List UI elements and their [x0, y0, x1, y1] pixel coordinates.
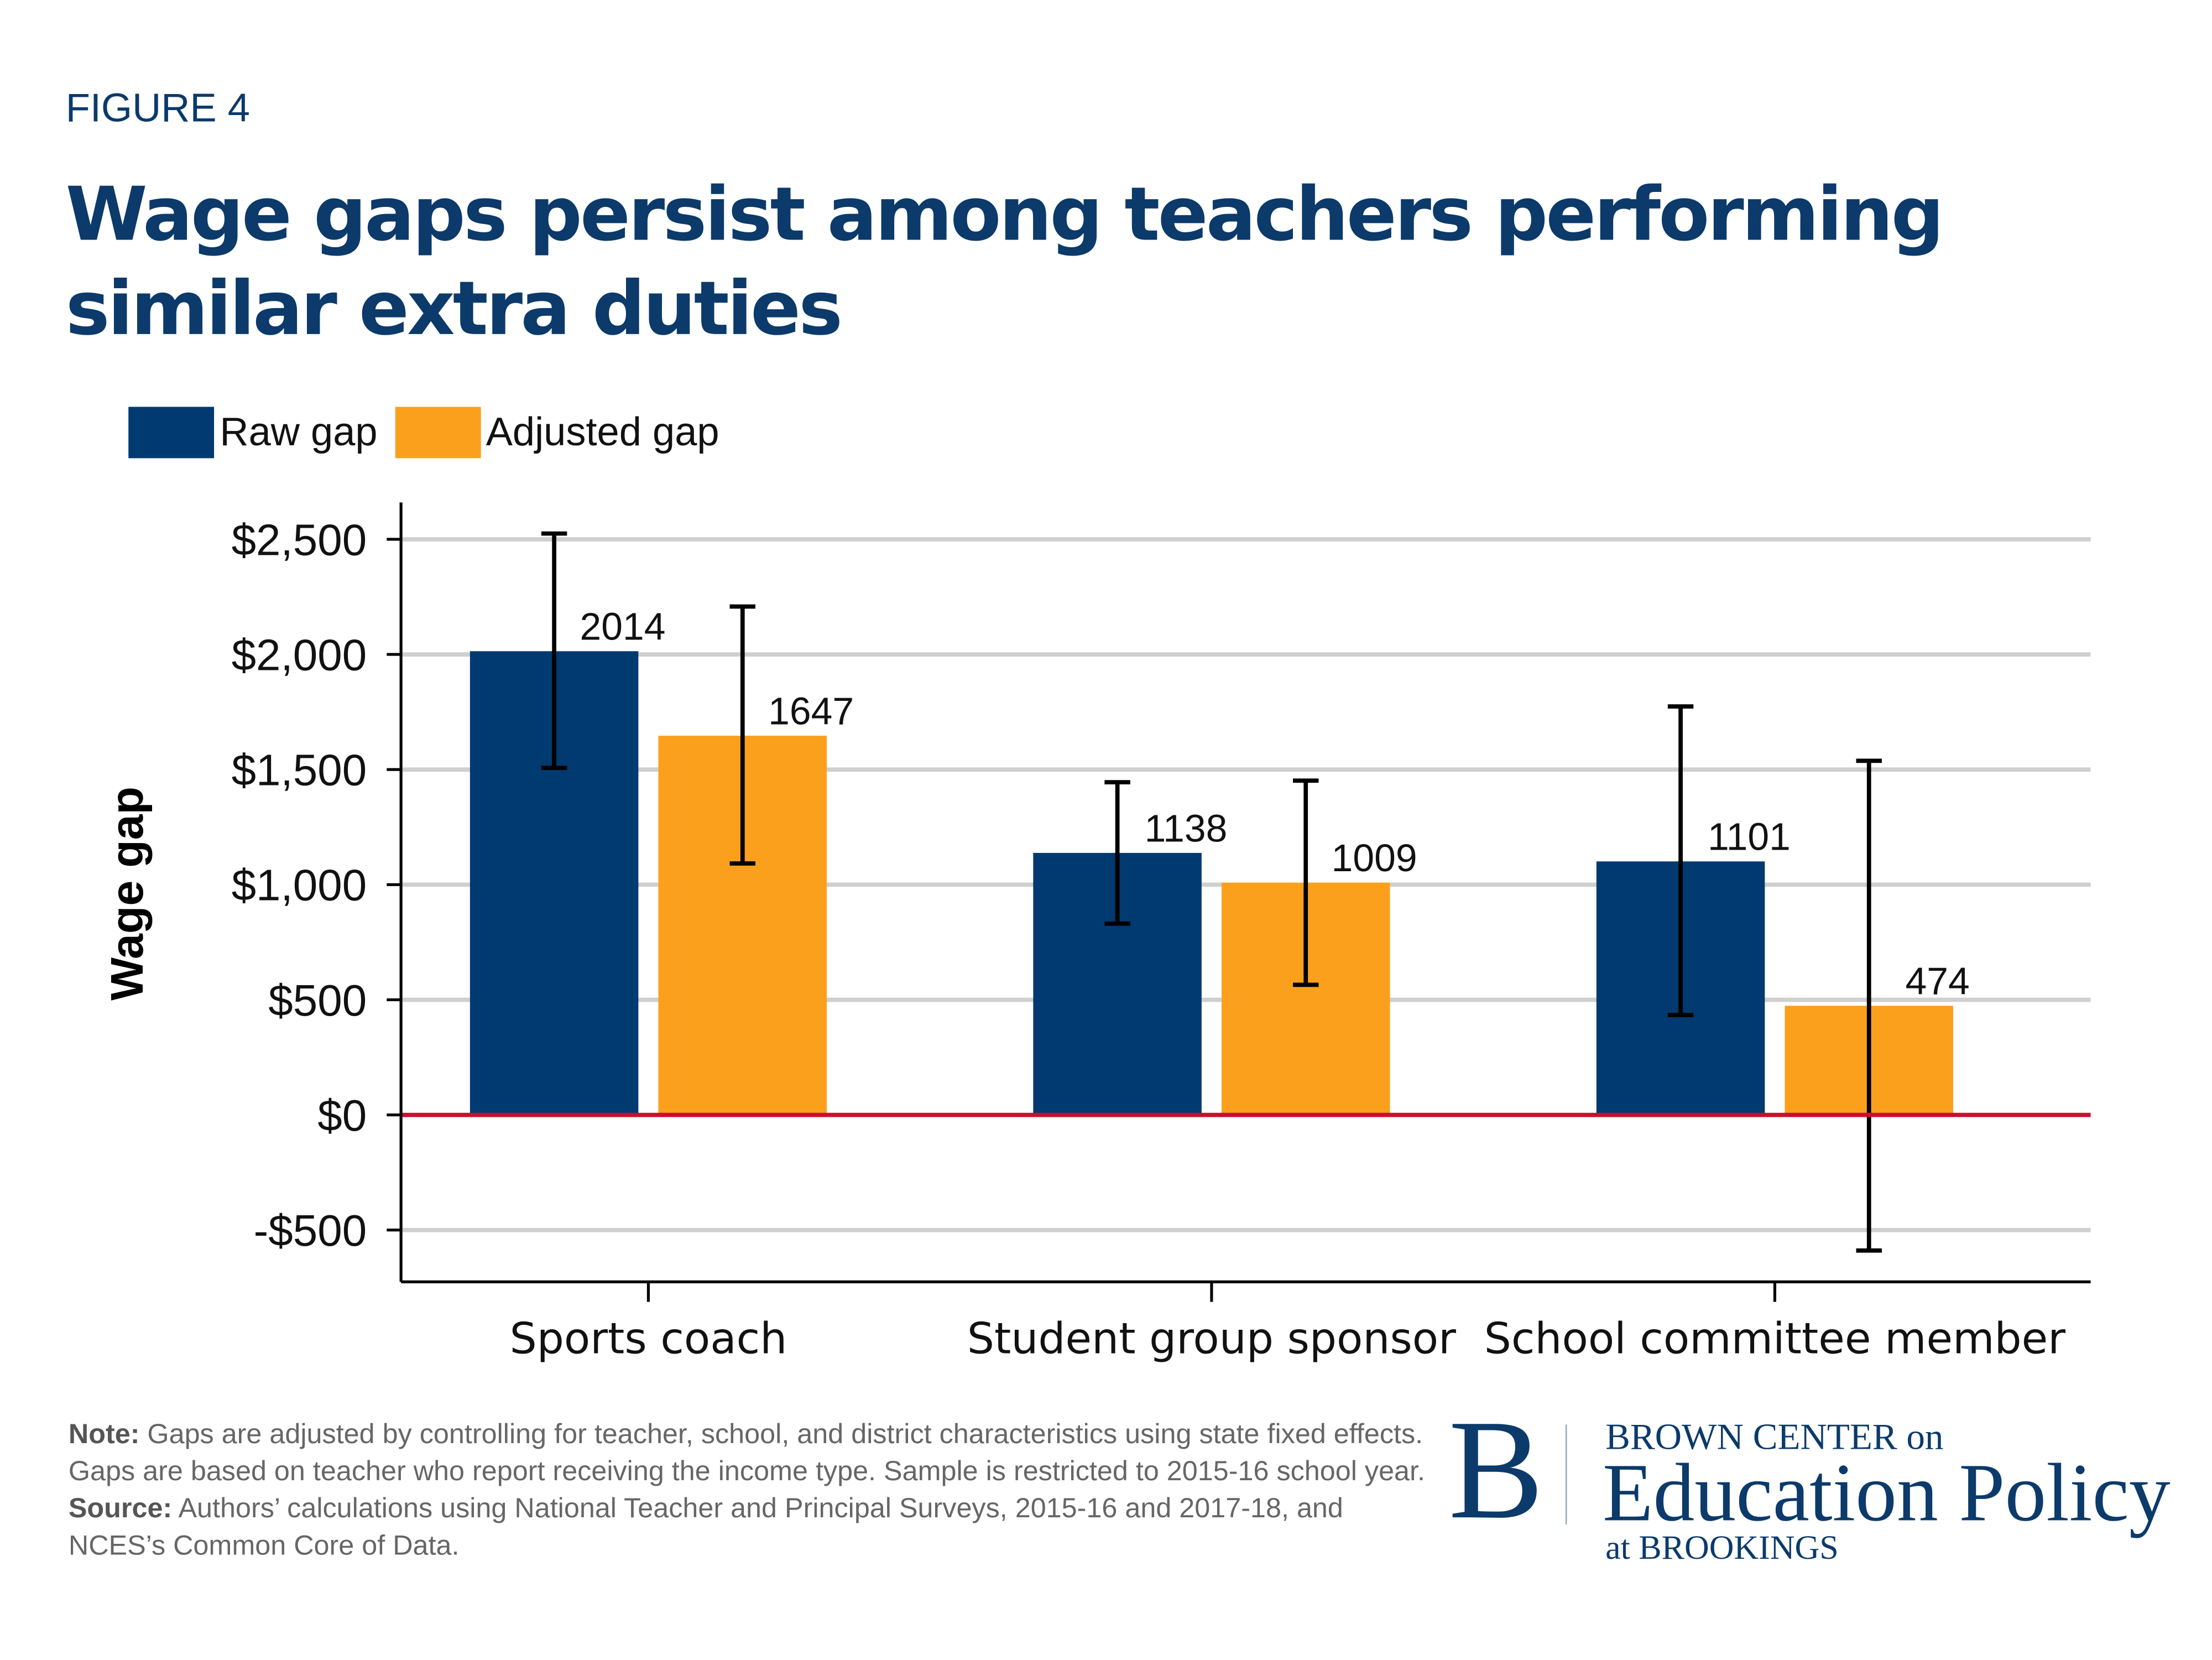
- y-axis-label: Wage gap: [102, 787, 153, 1001]
- legend-label-adjusted: Adjusted gap: [486, 409, 719, 454]
- y-tick-label: $1,000: [232, 861, 367, 910]
- x-tick-label: Student group sponsor: [967, 1314, 1456, 1364]
- y-tick-label: $2,500: [232, 515, 367, 564]
- x-tick-label: School committee member: [1484, 1314, 2066, 1364]
- data-label: 1101: [1708, 815, 1791, 858]
- legend-swatch-adjusted: [394, 407, 481, 459]
- footnote: Note: Gaps are adjusted by controlling f…: [69, 1416, 1438, 1564]
- x-tick-label: Sports coach: [510, 1314, 787, 1364]
- data-label: 1138: [1145, 806, 1228, 850]
- legend-label-raw: Raw gap: [220, 409, 378, 454]
- source-label: Source:: [68, 1493, 173, 1525]
- y-tick-label: $0: [317, 1091, 367, 1140]
- data-label: 2014: [580, 605, 666, 648]
- logo-line1: BROWN CENTER on: [1605, 1416, 1944, 1458]
- logo-divider: [1565, 1424, 1567, 1525]
- legend: Raw gap Adjusted gap: [128, 407, 719, 459]
- logo-line2: Education Policy: [1603, 1446, 2171, 1539]
- logo-line3: at BROOKINGS: [1605, 1530, 1839, 1568]
- y-tick-label: $2,000: [232, 630, 367, 679]
- legend-swatch-raw: [128, 407, 215, 459]
- y-tick-label: $1,500: [232, 746, 367, 795]
- chart-title: Wage gaps persist among teachers perform…: [65, 173, 1944, 353]
- note-text: Gaps are adjusted by controlling for tea…: [68, 1419, 1426, 1487]
- y-tick-label: $500: [268, 976, 367, 1025]
- source-text: Authors’ calculations using National Tea…: [68, 1493, 1343, 1562]
- data-label: 474: [1905, 960, 1969, 1003]
- y-tick-label: -$500: [254, 1206, 367, 1255]
- logo-mark: B: [1448, 1390, 1544, 1549]
- data-label: 1009: [1332, 836, 1417, 880]
- figure-label: FIGURE 4: [65, 85, 250, 130]
- note-label: Note:: [68, 1419, 140, 1450]
- data-label: 1647: [768, 689, 854, 732]
